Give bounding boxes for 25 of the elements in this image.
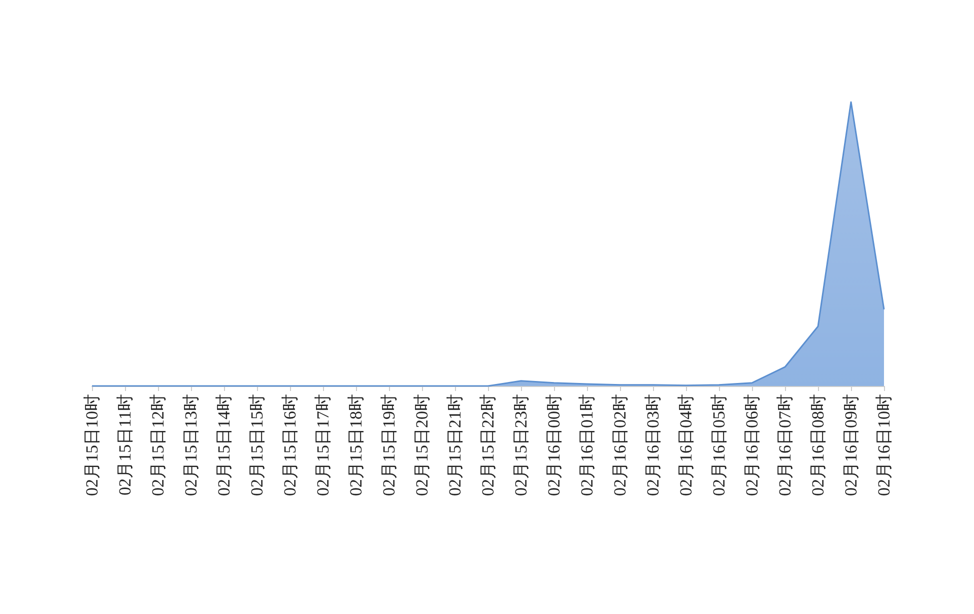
x-tick-label: 02月15日14时: [214, 394, 234, 496]
x-tick-label: 02月16日02时: [610, 394, 630, 496]
x-tick-label: 02月15日16时: [280, 394, 300, 496]
x-tick-label: 02月15日17时: [314, 394, 332, 496]
x-tick-label: 02月15日19时: [380, 394, 398, 496]
x-tick-label: 02月15日13时: [182, 394, 200, 496]
x-tick-label: 02月15日18时: [346, 394, 366, 496]
x-tick-label: 02月15日15时: [248, 394, 266, 496]
x-tick-label: 02月16日06时: [742, 394, 762, 496]
x-tick-label: 02月15日22时: [478, 394, 498, 496]
x-tick-label: 02月16日10时: [874, 394, 894, 496]
x-tick-label: 02月15日20时: [412, 394, 432, 496]
x-tick-label: 02月15日23时: [512, 394, 530, 496]
x-tick-label: 02月16日08时: [808, 394, 828, 496]
x-tick-label: 02月15日11时: [116, 394, 134, 496]
x-tick-label: 02月15日21时: [446, 394, 464, 496]
x-tick-label: 02月16日05时: [710, 394, 728, 496]
x-tick-label: 02月15日12时: [148, 394, 168, 496]
x-tick-label: 02月16日00时: [544, 394, 564, 496]
x-tick-label: 02月16日03时: [644, 394, 662, 496]
x-tick-label: 02月16日04时: [676, 394, 696, 496]
x-tick-label: 02月15日10时: [82, 394, 102, 496]
x-tick-label: 02月16日07时: [776, 394, 794, 496]
x-tick-label: 02月16日01时: [578, 394, 596, 496]
x-tick-label: 02月16日09时: [842, 394, 860, 496]
